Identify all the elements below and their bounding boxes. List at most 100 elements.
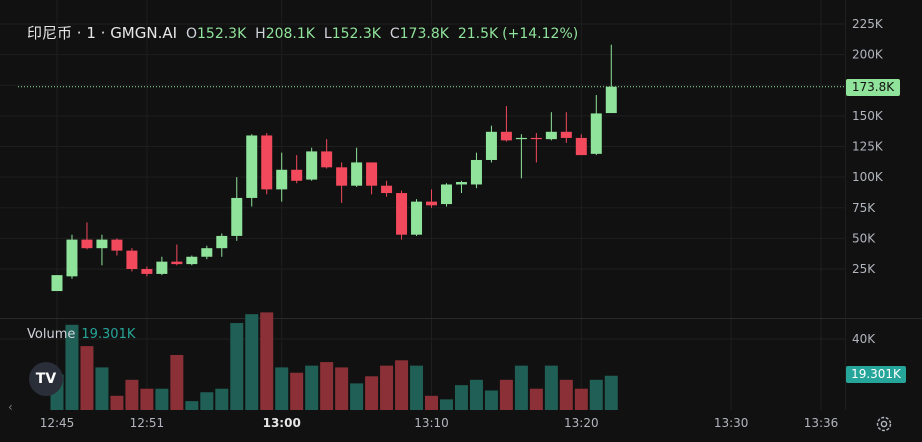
candle-body (246, 135, 258, 198)
candle-body (186, 256, 198, 265)
gear-icon[interactable] (874, 414, 894, 434)
candle-body (500, 131, 512, 141)
volume-bar (185, 401, 199, 410)
volume-bar (125, 379, 139, 410)
candle-body (351, 162, 363, 186)
volume-bar (395, 360, 409, 410)
price-tick-label: 50K (852, 231, 876, 245)
candle-body (590, 113, 602, 154)
volume-legend[interactable]: Volume 19.301K (27, 327, 135, 342)
volume-bar (529, 388, 543, 410)
symbol-name[interactable]: 印尼币 (27, 24, 73, 42)
volume-bar (95, 367, 109, 410)
volume-tick-label: 40K (852, 332, 876, 346)
volume-bar (65, 324, 79, 410)
volume-bar (484, 390, 498, 410)
candle-body (171, 261, 183, 265)
candle-body (111, 239, 123, 251)
candle-body (336, 167, 348, 186)
volume-bar (544, 365, 558, 410)
price-tick-label: 100K (852, 170, 884, 184)
high-label: H (255, 26, 266, 42)
volume-bar (380, 365, 394, 410)
candle-body (261, 135, 273, 190)
price-axis[interactable]: 25K50K75K100K125K150K175K200K225K (852, 17, 884, 276)
candle-body (156, 261, 168, 274)
candle-body (455, 182, 467, 185)
open-label: O (185, 26, 197, 42)
last-price-tag: 173.8K (846, 79, 900, 96)
close-value: 173.8K (399, 26, 449, 42)
change-value: 21.5K (457, 26, 499, 42)
volume-bar (215, 388, 229, 410)
low-label: L (323, 26, 332, 42)
candle-body (276, 169, 288, 190)
candle-body (396, 193, 408, 235)
time-tick-label: 13:10 (414, 416, 449, 430)
price-tick-label: 25K (852, 262, 876, 276)
candle-body (426, 201, 438, 206)
candle-body (201, 248, 213, 257)
volume-bar (589, 379, 603, 410)
volume-axis[interactable]: 40K (852, 332, 876, 346)
candle-body (560, 131, 572, 138)
candle-body (306, 151, 318, 180)
candle-body (96, 239, 108, 249)
volume-bar (439, 399, 453, 410)
time-axis[interactable]: 12:45 12:51 13:00 13:10 13:20 13:30 13:36 (40, 416, 839, 430)
volume-bar (80, 346, 94, 410)
volume-bar (365, 376, 379, 410)
candle-body (66, 239, 78, 277)
candle-body (51, 275, 63, 292)
tradingview-logo-icon[interactable]: TV (29, 362, 63, 396)
volume-bar (290, 372, 304, 410)
volume-bar (574, 388, 588, 410)
candle-body (291, 169, 303, 181)
volume-bar (559, 379, 573, 410)
volume-bar (514, 365, 528, 410)
candle-body (141, 269, 153, 274)
volume-bar (454, 385, 468, 410)
candle-body (231, 197, 243, 236)
candle-body (440, 184, 452, 205)
candle-body (515, 137, 527, 140)
candle-body (470, 159, 482, 185)
last-volume-tag: 19.301K (846, 366, 906, 383)
volume-bar (275, 367, 289, 410)
candle-body (411, 201, 423, 235)
volume-bars (50, 312, 618, 410)
candle-body (126, 250, 138, 269)
candle-body (575, 137, 587, 156)
price-tick-label: 225K (852, 17, 884, 31)
time-tick-label: 13:36 (804, 416, 839, 430)
time-tick-label: 12:45 (40, 416, 75, 430)
candle-body (485, 131, 497, 160)
time-tick-label: 13:30 (714, 416, 749, 430)
low-value: 152.3K (331, 26, 381, 42)
candle-body (216, 235, 228, 249)
time-tick-label: 12:51 (130, 416, 165, 430)
high-value: 208.1K (265, 26, 315, 42)
ohlc-legend: 印尼币 · 1 · GMGN.AI O152.3K H208.1K L152.3… (27, 24, 579, 42)
volume-bar (155, 388, 169, 410)
volume-bar (260, 312, 274, 410)
volume-bar (200, 392, 214, 410)
source-label: GMGN.AI (110, 24, 178, 42)
time-tick-label: 13:20 (564, 416, 599, 430)
candle-body (81, 239, 93, 249)
volume-bar (230, 323, 244, 410)
volume-label: Volume (27, 327, 76, 342)
volume-bar (335, 367, 349, 410)
volume-bar (320, 362, 334, 410)
candle-body (366, 162, 378, 186)
volume-bar (245, 314, 259, 410)
interval-label[interactable]: 1 (86, 24, 96, 42)
volume-bar (425, 395, 439, 410)
volume-bar (305, 365, 319, 410)
volume-bar (410, 365, 424, 410)
price-tick-label: 125K (852, 140, 884, 154)
chevron-left-icon[interactable]: ‹ (8, 400, 13, 414)
grid-lines (0, 0, 845, 410)
volume-bar (469, 379, 483, 410)
